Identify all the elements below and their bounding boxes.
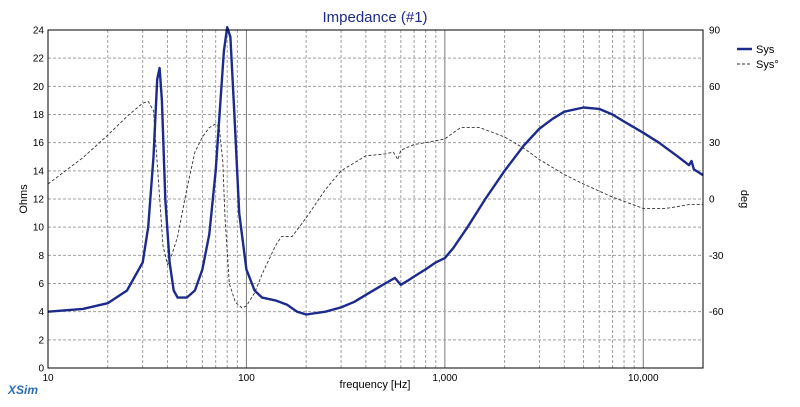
y-tick-label: 24 — [33, 26, 45, 37]
y2-tick-label: 30 — [709, 138, 721, 149]
y-tick-label: 16 — [33, 138, 45, 149]
x-tick-label: 10,000 — [628, 373, 659, 384]
y2-tick-label: 90 — [709, 26, 721, 37]
xsim-logo: XSim — [7, 383, 38, 397]
grid — [48, 30, 703, 368]
y-tick-label: 22 — [33, 54, 45, 65]
y-tick-label: 8 — [38, 251, 44, 262]
legend-label-sys-phase: Sys° — [756, 59, 779, 71]
legend: Sys Sys° — [737, 44, 779, 71]
series-line-sys — [47, 26, 704, 316]
y2-tick-label: -60 — [709, 307, 724, 318]
y-tick-label: 12 — [33, 195, 45, 206]
y-tick-label: 2 — [38, 335, 44, 346]
y-tick-label: 10 — [33, 223, 45, 234]
y-axis-label: Ohms — [18, 184, 30, 214]
plot-frame — [47, 29, 704, 369]
y-tick-label: 0 — [38, 364, 44, 375]
chart-title: Impedance (#1) — [322, 9, 427, 26]
y-tick-label: 14 — [33, 166, 45, 177]
series-layer — [47, 26, 704, 316]
y2-tick-label: 60 — [709, 82, 721, 93]
y-tick-label: 4 — [38, 307, 44, 318]
y-tick-label: 18 — [33, 110, 45, 121]
y2-axis-label: deg — [738, 190, 750, 208]
x-tick-label: 10 — [42, 373, 54, 384]
y2-tick-label: 0 — [709, 195, 715, 206]
x-tick-label: 1,000 — [432, 373, 457, 384]
y-tick-label: 6 — [38, 279, 44, 290]
y2-tick-label: -30 — [709, 251, 724, 262]
y-tick-label: 20 — [33, 82, 45, 93]
x-tick-label: 100 — [238, 373, 255, 384]
legend-label-sys: Sys — [756, 44, 775, 56]
tick-labels: 10 100 1,000 10,000024681012141618202224-60… — [33, 26, 724, 385]
x-axis-label: frequency [Hz] — [340, 379, 411, 391]
